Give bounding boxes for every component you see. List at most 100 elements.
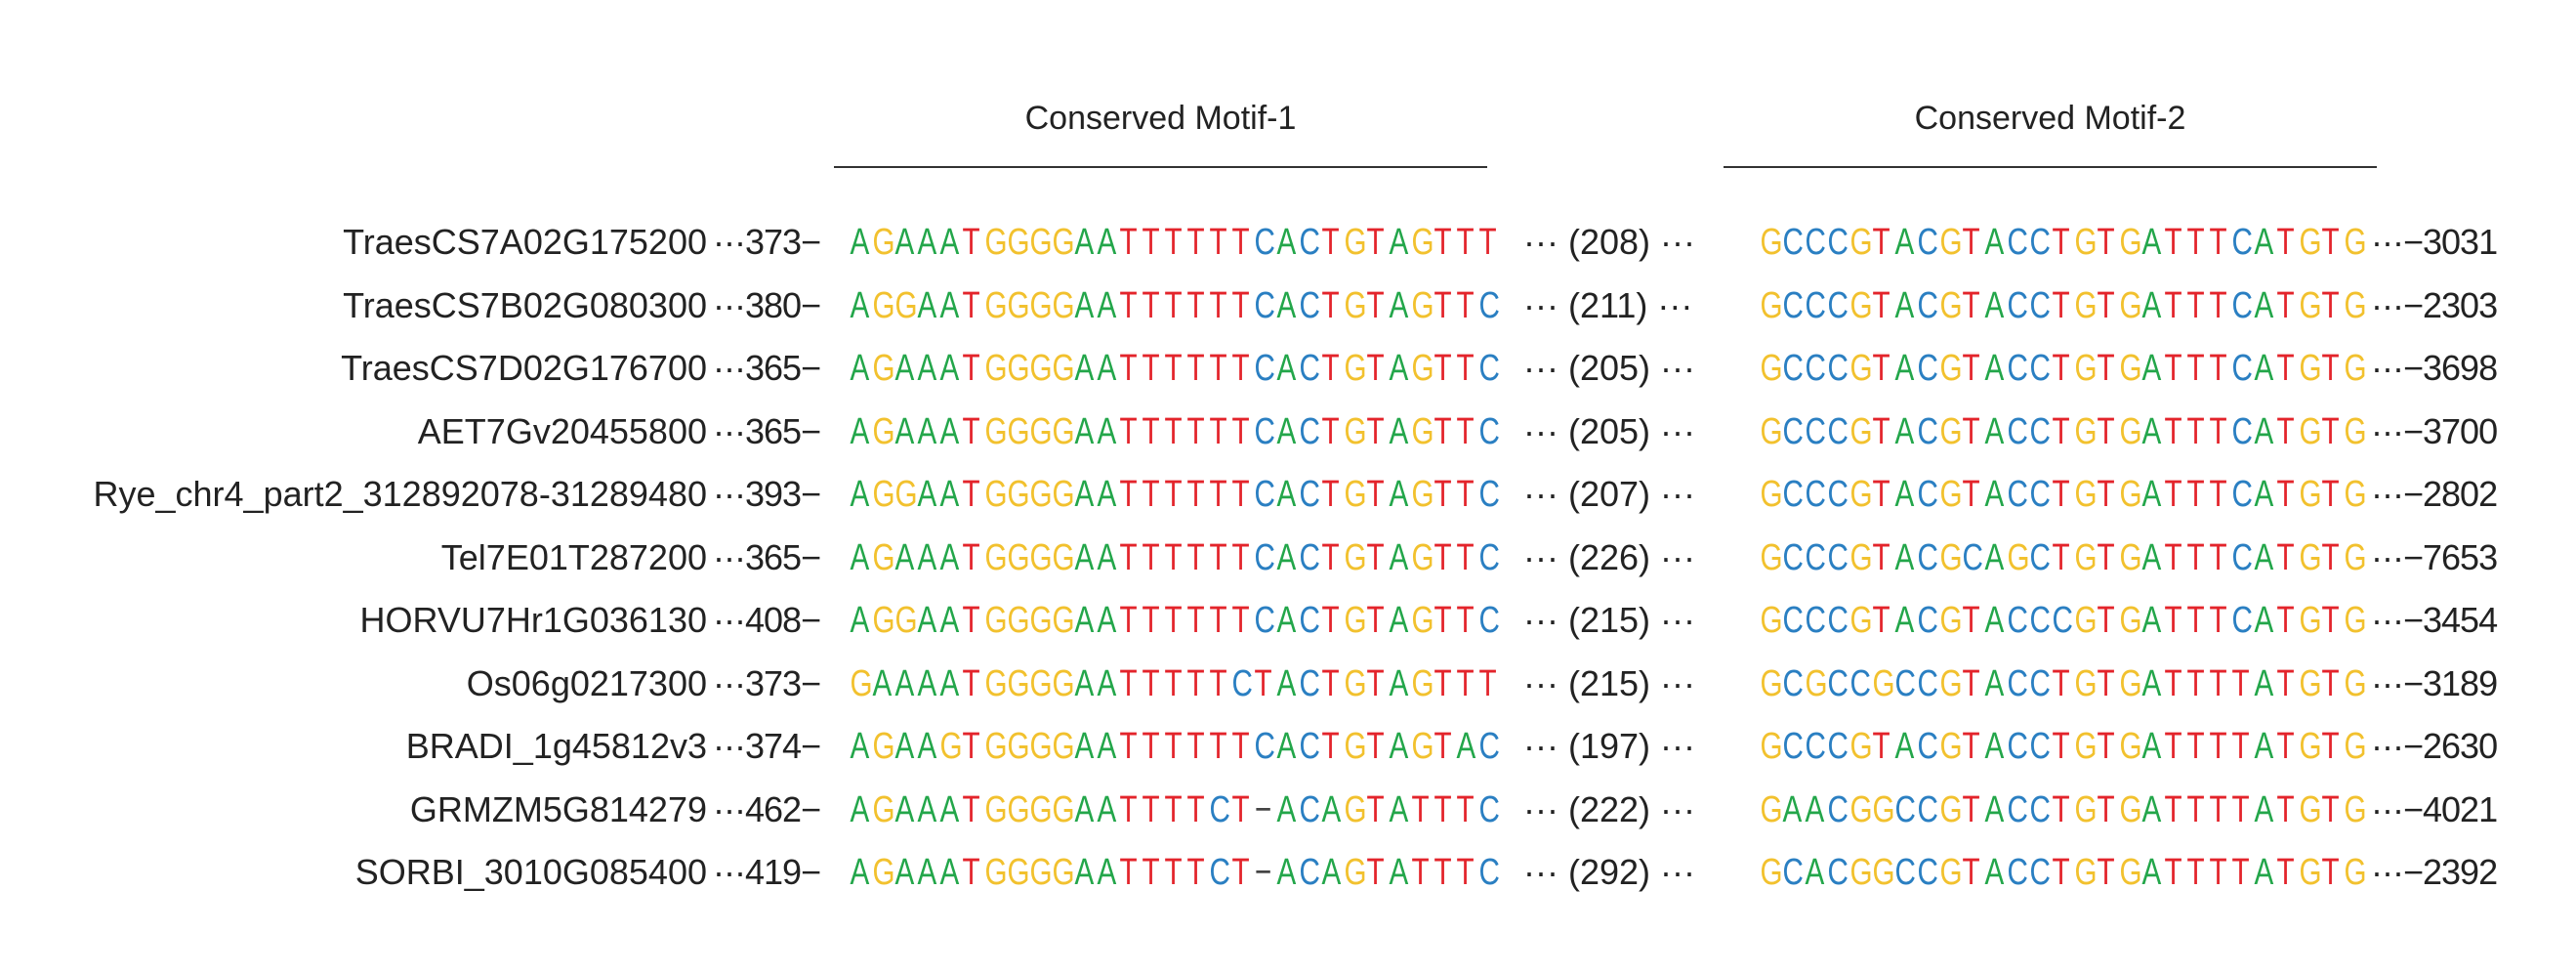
nucleotide-C: C <box>1782 284 1804 326</box>
nucleotide-T: T <box>962 600 980 641</box>
nucleotide-G: G <box>1939 348 1963 389</box>
nucleotide-T: T <box>2097 600 2115 641</box>
nucleotide-C: C <box>2029 788 2051 830</box>
nucleotide-T: T <box>2209 662 2227 704</box>
alignment-row: Tel7E01T287200 ···365− AGAAAT GGGGAAT T T T T T C… <box>0 529 2576 587</box>
nucleotide-T: T <box>1321 536 1340 578</box>
nucleotide-G: G <box>2299 284 2322 326</box>
nucleotide-T: T <box>2276 788 2295 830</box>
nucleotide-C: C <box>2231 410 2253 452</box>
intervening-length-value: 205 <box>1579 410 1640 451</box>
nucleotide-C: C <box>1478 536 1500 578</box>
nucleotide-C: C <box>1299 348 1320 389</box>
nucleotide-C: C <box>1849 662 1871 704</box>
nucleotide-T: T <box>1456 536 1475 578</box>
end-position-value: 3698 <box>2423 348 2498 388</box>
nucleotide-T: T <box>1366 600 1385 641</box>
nucleotide-T: T <box>2164 222 2182 263</box>
nucleotide-G: G <box>872 788 895 830</box>
gene-name: Os06g0217300 <box>466 662 707 703</box>
nucleotide-C: C <box>1299 222 1320 263</box>
nucleotide-G: G <box>1849 410 1873 452</box>
nucleotide-G: G <box>2344 222 2367 263</box>
motif-2-sequence: GCCCGT ACGT ACCT GT GAT T T T AT GT G <box>1758 717 2367 776</box>
nucleotide-C: C <box>1209 852 1230 893</box>
nucleotide-A: A <box>1097 536 1117 578</box>
nucleotide-G: G <box>1849 600 1873 641</box>
nucleotide-T: T <box>2164 348 2182 389</box>
nucleotide-G: G <box>1029 662 1053 704</box>
nucleotide-T: T <box>1142 726 1160 767</box>
nucleotide-T: T <box>1962 348 1980 389</box>
nucleotide-T: T <box>2164 474 2182 515</box>
nucleotide-T: T <box>1164 662 1183 704</box>
nucleotide-G: G <box>1344 474 1367 515</box>
end-position-value: 2802 <box>2423 474 2498 514</box>
nucleotide-G: G <box>1939 600 1963 641</box>
nucleotide-T: T <box>1119 788 1138 830</box>
intervening-length-value: 207 <box>1579 474 1640 514</box>
nucleotide-A: A <box>1894 284 1915 326</box>
nucleotide-A: A <box>2141 726 2162 767</box>
end-position-value: 3454 <box>2423 600 2498 640</box>
nucleotide-C: C <box>1254 348 1275 389</box>
nucleotide-T: T <box>1142 474 1160 515</box>
nucleotide-T: T <box>1433 348 1452 389</box>
nucleotide-T: T <box>1186 662 1205 704</box>
nucleotide-T: T <box>1231 788 1250 830</box>
nucleotide-A: A <box>2254 348 2274 389</box>
nucleotide-C: C <box>1299 600 1320 641</box>
nucleotide-G: G <box>2344 726 2367 767</box>
nucleotide-G: G <box>872 284 895 326</box>
nucleotide-C: C <box>1254 222 1275 263</box>
nucleotide-C: C <box>1917 662 1938 704</box>
gene-name: BRADI_1g45812v3 <box>405 726 707 766</box>
nucleotide-T: T <box>1119 726 1138 767</box>
nucleotide-T: T <box>2321 284 2340 326</box>
nucleotide-T: T <box>1231 348 1250 389</box>
nucleotide-G: G <box>2119 662 2142 704</box>
nucleotide-A: A <box>917 536 937 578</box>
start-position: ···374− <box>713 726 821 766</box>
nucleotide-T: T <box>1411 788 1430 830</box>
nucleotide-T: T <box>1456 852 1475 893</box>
motif-1-sequence: AGGAAT GGGGAAT T T T T T CACT GT AGT T C <box>848 591 1500 650</box>
nucleotide-T: T <box>2097 662 2115 704</box>
gene-name: HORVU7Hr1G036130 <box>359 600 707 640</box>
nucleotide-G: G <box>1029 788 1053 830</box>
nucleotide-A: A <box>1276 284 1297 326</box>
alignment-row: SORBI_3010G085400 ···419− AGAAAT GGGGAAT T T T… <box>0 843 2576 902</box>
nucleotide-C: C <box>2029 348 2051 389</box>
nucleotide-A: A <box>1097 852 1117 893</box>
nucleotide-T: T <box>1962 284 1980 326</box>
nucleotide-T: T <box>2052 726 2070 767</box>
end-position: ···−2802 <box>2371 474 2498 514</box>
nucleotide-C: C <box>1782 662 1804 704</box>
nucleotide-C: C <box>1827 474 1849 515</box>
nucleotide-T: T <box>1366 662 1385 704</box>
nucleotide-T: T <box>2276 474 2295 515</box>
nucleotide-A: A <box>1097 726 1117 767</box>
nucleotide-A: A <box>917 410 937 452</box>
nucleotide-G: G <box>872 600 895 641</box>
nucleotide-T: T <box>1119 348 1138 389</box>
nucleotide-A: A <box>1456 726 1476 767</box>
nucleotide-T: T <box>1456 474 1475 515</box>
nucleotide-T: T <box>1209 348 1227 389</box>
nucleotide-T: T <box>1186 222 1205 263</box>
nucleotide-G: G <box>1849 726 1873 767</box>
nucleotide-G: G <box>1007 536 1030 578</box>
nucleotide-T: T <box>962 222 980 263</box>
nucleotide-G: G <box>2119 536 2142 578</box>
nucleotide-A: A <box>2254 284 2274 326</box>
nucleotide-G: G <box>1344 348 1367 389</box>
nucleotide-T: T <box>1142 222 1160 263</box>
nucleotide-C: C <box>1478 348 1500 389</box>
nucleotide-T: T <box>1164 536 1183 578</box>
nucleotide-T: T <box>1321 600 1340 641</box>
nucleotide-G: G <box>1760 600 1783 641</box>
nucleotide-C: C <box>1962 536 1983 578</box>
nucleotide-G: G <box>1760 726 1783 767</box>
nucleotide-T: T <box>1119 284 1138 326</box>
nucleotide-T: T <box>2209 348 2227 389</box>
